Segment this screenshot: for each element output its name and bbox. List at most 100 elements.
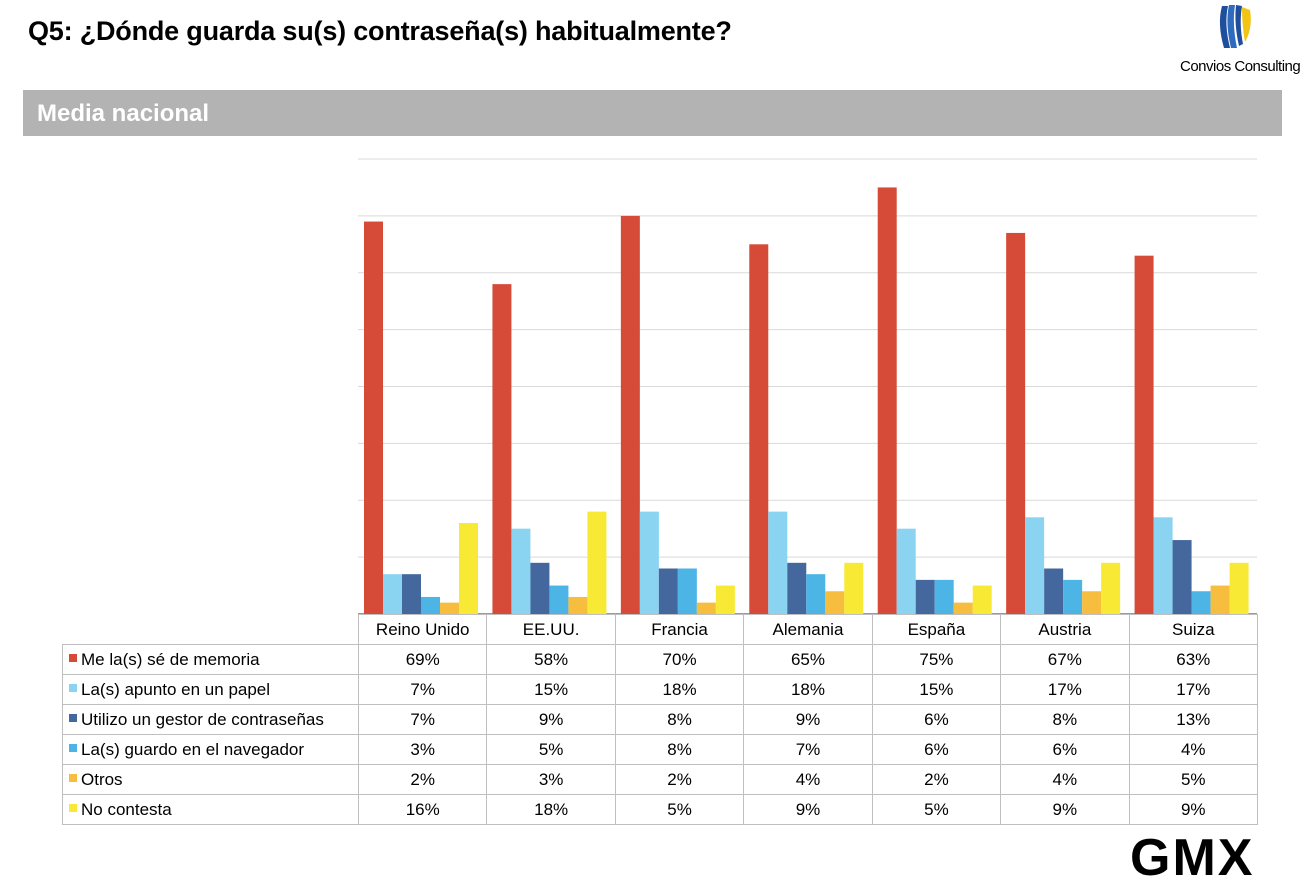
bar-4-5	[934, 579, 954, 614]
category-label: Suiza	[1128, 614, 1259, 645]
bar-2-1	[383, 574, 402, 614]
legend-entry: La(s) guardo en el navegador	[62, 734, 359, 765]
bar-3-3	[658, 568, 678, 614]
data-label: 70%	[614, 644, 745, 675]
legend-label: La(s) apunto en un papel	[81, 679, 271, 699]
data-label: 6%	[1000, 734, 1130, 765]
legend-swatch	[69, 773, 77, 782]
bar-1-5	[877, 187, 897, 614]
data-label: 9%	[486, 704, 616, 735]
bar-3-7	[1172, 540, 1192, 614]
category-header-row: Reino Unido EE.UU. Francia Alemania España Au…	[62, 614, 1259, 645]
bar-5-6	[1082, 591, 1102, 614]
bar-4-6	[1063, 579, 1083, 614]
data-label: 7%	[357, 704, 488, 735]
data-label: 3%	[357, 734, 488, 765]
data-label: 58%	[486, 644, 616, 675]
data-label: 6%	[871, 734, 1002, 765]
data-label: 67%	[1000, 644, 1130, 675]
bar-5-4	[825, 591, 845, 614]
data-label: 5%	[486, 734, 616, 765]
bar-chart	[358, 158, 1257, 615]
bar-6-7	[1229, 562, 1249, 614]
data-label: 5%	[871, 794, 1002, 825]
bar-4-1	[421, 596, 440, 614]
page-title: Q5: ¿Dónde guarda su(s) contraseña(s) ha…	[28, 16, 732, 46]
bar-5-3	[696, 602, 716, 614]
table-corner	[62, 614, 359, 645]
bar-3-2	[530, 562, 550, 614]
data-label: 8%	[614, 704, 745, 735]
category-label: Alemania	[743, 614, 873, 645]
legend-label: Otros	[81, 769, 123, 789]
data-label: 18%	[486, 794, 616, 825]
data-label: 5%	[614, 794, 745, 825]
data-label: 4%	[1000, 764, 1130, 795]
data-label: 17%	[1000, 674, 1130, 705]
data-label: 63%	[1128, 644, 1259, 675]
data-label: 5%	[1128, 764, 1259, 795]
data-label: 8%	[1000, 704, 1130, 735]
bar-1-2	[492, 284, 512, 614]
category-label: Reino Unido	[357, 614, 488, 645]
data-label: 7%	[743, 734, 873, 765]
bar-6-2	[587, 511, 607, 614]
legend-label: Utilizo un gestor de contraseñas	[81, 709, 324, 729]
table-row: Utilizo un gestor de contraseñas 7% 9% 8% 9%…	[62, 704, 1259, 735]
legend-entry: Utilizo un gestor de contraseñas	[62, 704, 359, 735]
bar-5-2	[568, 596, 588, 614]
bar-3-6	[1044, 568, 1064, 614]
legend-entry: La(s) apunto en un papel	[62, 674, 359, 705]
legend-swatch	[69, 803, 77, 812]
data-label: 69%	[357, 644, 488, 675]
bar-4-7	[1191, 591, 1211, 614]
category-label: Austria	[1000, 614, 1130, 645]
data-label: 8%	[614, 734, 745, 765]
data-table: Reino Unido EE.UU. Francia Alemania España Au…	[62, 614, 1259, 825]
data-label: 4%	[1128, 734, 1259, 765]
data-label: 17%	[1128, 674, 1259, 705]
bar-2-5	[896, 528, 916, 614]
bar-1-3	[620, 215, 640, 614]
section-header-bar: Media nacional	[23, 90, 1282, 136]
legend-label: No contesta	[81, 799, 172, 819]
table-row: Otros 2% 3% 2% 4% 2% 4% 5%	[62, 764, 1259, 795]
legend-swatch	[69, 653, 77, 662]
legend-entry: Otros	[62, 764, 359, 795]
bar-6-3	[715, 585, 735, 614]
company-logo: Convios Consulting	[1176, 2, 1301, 80]
legend-swatch	[69, 743, 77, 752]
bar-6-5	[972, 585, 992, 614]
bar-1-1	[364, 221, 383, 614]
data-label: 9%	[743, 704, 873, 735]
bar-1-4	[749, 244, 769, 614]
bar-2-4	[768, 511, 788, 614]
table-body: Me la(s) sé de memoria 69% 58% 70% 65% 75% 67%…	[62, 644, 1259, 825]
data-label: 65%	[743, 644, 873, 675]
category-label: EE.UU.	[486, 614, 616, 645]
bar-5-5	[953, 602, 973, 614]
table-row: Me la(s) sé de memoria 69% 58% 70% 65% 75% 67%…	[62, 644, 1259, 675]
bar-2-3	[639, 511, 659, 614]
bar-4-3	[677, 568, 697, 614]
bar-3-4	[787, 562, 807, 614]
data-label: 9%	[1128, 794, 1259, 825]
legend-label: La(s) guardo en el navegador	[81, 739, 305, 759]
data-label: 2%	[871, 764, 1002, 795]
legend-swatch	[69, 683, 77, 692]
section-title: Media nacional	[37, 100, 210, 127]
table-row: La(s) apunto en un papel 7% 15% 18% 18% 15% 17…	[62, 674, 1259, 705]
gmx-logo: GMX	[1130, 829, 1255, 887]
data-label: 18%	[743, 674, 873, 705]
table-row: No contesta 16% 18% 5% 9% 5% 9% 9%	[62, 794, 1259, 825]
logo-text: Convios Consulting	[1180, 58, 1301, 75]
legend-swatch	[69, 713, 77, 722]
data-label: 2%	[357, 764, 488, 795]
bar-5-1	[440, 602, 459, 614]
bar-6-6	[1101, 562, 1121, 614]
data-label: 7%	[357, 674, 488, 705]
data-label: 75%	[871, 644, 1002, 675]
convios-logo-icon	[1219, 5, 1251, 48]
data-label: 9%	[743, 794, 873, 825]
data-label: 6%	[871, 704, 1002, 735]
